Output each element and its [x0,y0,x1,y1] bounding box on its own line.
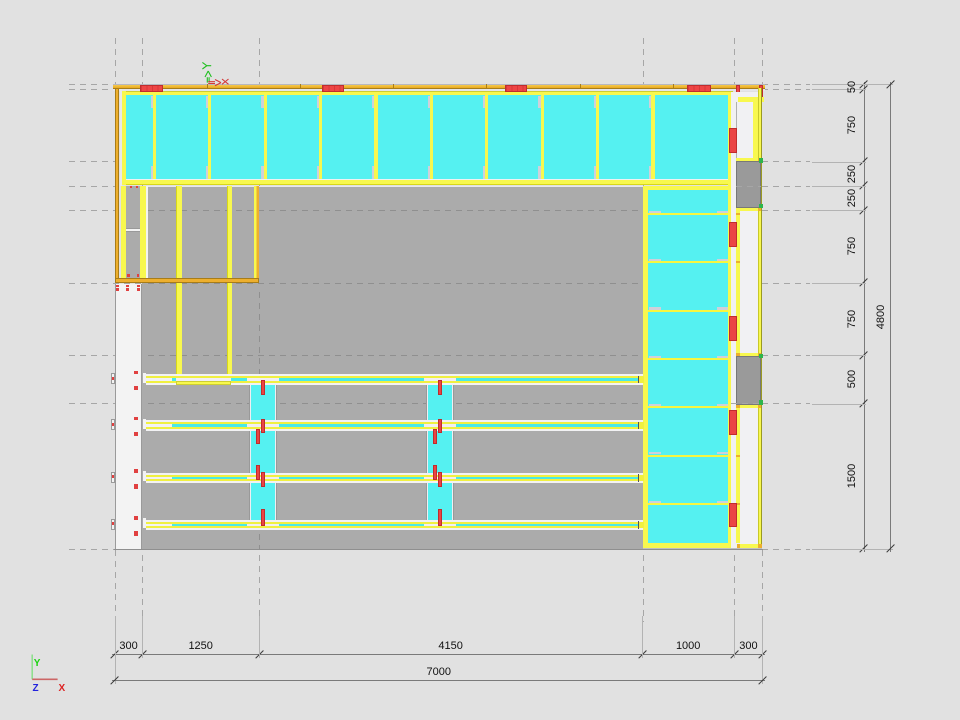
svg-text:Z: Z [33,683,39,694]
svg-text:X: X [59,683,66,694]
svg-text:Y: Y [34,658,41,669]
